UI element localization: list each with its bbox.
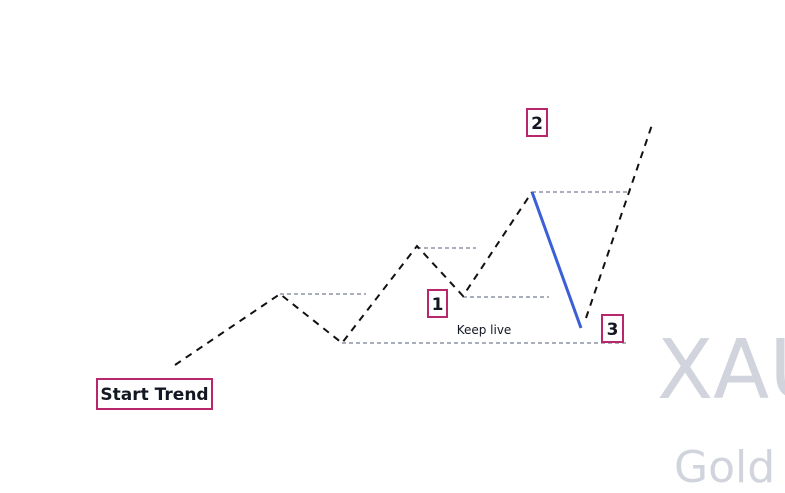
start-label: Start Trend [100,385,208,405]
label-box [526,108,548,137]
watermark-symbol: XAU [657,323,785,418]
label-box [96,378,213,410]
level-lines [280,191,628,344]
point-label: 1 [432,295,444,315]
trend-path-continuation [585,121,654,319]
label-box [601,314,624,343]
point-label: 2 [531,114,543,134]
trend-path [174,191,533,366]
pullback-line [530,191,583,329]
watermark-name: Gold [674,442,775,493]
point-label: 3 [607,320,619,340]
note-label: Keep live [457,323,512,337]
label-box [427,289,448,318]
